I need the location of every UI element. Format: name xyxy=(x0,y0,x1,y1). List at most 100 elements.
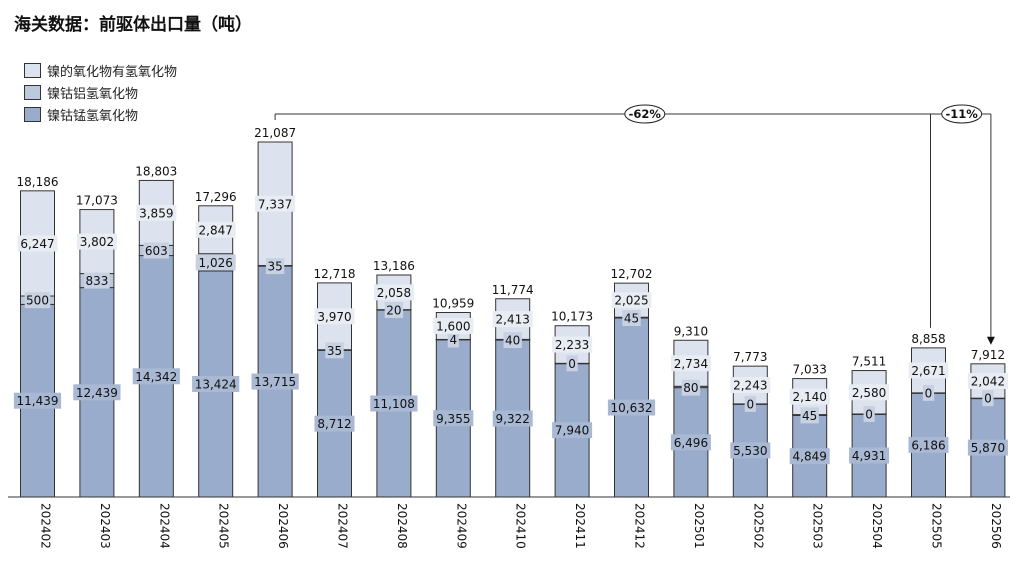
data-label-total: 10,173 xyxy=(551,310,593,324)
data-label-top-bg xyxy=(76,233,117,250)
data-label-top-bg xyxy=(433,317,474,334)
data-label-bottom: 8,712 xyxy=(317,417,351,431)
x-tick-label: 202403 xyxy=(98,503,112,549)
data-label-mid: 4 xyxy=(449,333,457,347)
x-tick-label: 202405 xyxy=(217,503,231,549)
data-label-mid-bg xyxy=(265,258,285,275)
x-tick-label: 202406 xyxy=(276,503,290,549)
data-label-total: 12,718 xyxy=(314,267,356,281)
legend-label-bottom: 镍钴锰氢氧化物 xyxy=(47,108,139,124)
data-label-mid: 35 xyxy=(267,260,282,274)
x-tick-label: 202410 xyxy=(514,503,528,549)
data-label-bottom: 9,322 xyxy=(496,412,530,426)
data-label-bottom: 5,870 xyxy=(971,441,1005,455)
data-label-bottom: 4,931 xyxy=(852,449,886,463)
x-tick-label: 202409 xyxy=(454,503,468,549)
data-label-bottom: 13,424 xyxy=(195,378,237,392)
data-label-total: 10,959 xyxy=(432,297,474,311)
chart-title: 海关数据：前驱体出口量（吨） xyxy=(14,15,252,35)
data-label-top-bg xyxy=(967,372,1008,389)
data-label-mid: 1,026 xyxy=(199,256,233,270)
annotation-label-bubble xyxy=(624,104,666,124)
annotation-label-bubble xyxy=(941,104,983,124)
data-label-total: 7,511 xyxy=(852,355,886,369)
data-label-bottom-bg xyxy=(967,439,1008,456)
x-tick-label: 202402 xyxy=(39,503,53,549)
data-label-mid-bg xyxy=(744,395,756,412)
data-label-mid: 500 xyxy=(26,294,49,308)
data-label-mid-bg xyxy=(24,292,51,309)
data-label-bottom: 5,530 xyxy=(733,444,767,458)
data-label-total: 7,912 xyxy=(971,348,1005,362)
data-label-bottom-bg xyxy=(251,373,299,390)
data-label-total: 18,186 xyxy=(17,175,59,189)
data-label-top: 2,580 xyxy=(852,386,886,400)
data-label-top: 2,671 xyxy=(911,364,945,378)
data-label-bottom-bg xyxy=(433,410,474,427)
data-label-bottom-bg xyxy=(73,384,121,401)
data-label-mid-bg xyxy=(800,407,819,424)
legend-item-top: 镍的氧化物有氢氧化物 xyxy=(24,59,177,81)
data-label-top: 2,734 xyxy=(674,357,708,371)
annotation-label: -11% xyxy=(946,107,979,121)
data-label-mid: 0 xyxy=(865,407,873,421)
data-label-bottom: 6,496 xyxy=(674,436,708,450)
data-label-top-bg xyxy=(255,195,296,212)
data-label-total: 8,858 xyxy=(911,332,945,346)
data-label-total: 12,702 xyxy=(611,267,653,281)
data-label-mid: 45 xyxy=(802,409,817,423)
data-label-bottom-bg xyxy=(789,448,830,465)
data-label-total: 17,073 xyxy=(76,194,118,208)
x-tick-label: 202505 xyxy=(930,503,944,549)
x-tick-label: 202412 xyxy=(633,503,647,549)
data-label-mid: 20 xyxy=(386,303,401,317)
data-label-bottom-bg xyxy=(552,422,593,439)
data-label-top: 7,337 xyxy=(258,197,292,211)
data-label-bottom: 12,439 xyxy=(76,386,118,400)
data-label-mid-bg xyxy=(84,272,110,289)
data-label-total: 21,087 xyxy=(254,126,296,140)
legend-swatch-top xyxy=(24,62,41,78)
data-label-mid-bg xyxy=(622,310,641,327)
data-label-total: 7,773 xyxy=(733,350,767,364)
data-label-bottom-bg xyxy=(192,376,240,393)
data-label-bottom: 9,355 xyxy=(436,412,470,426)
data-label-top-bg xyxy=(730,377,771,394)
legend: 镍的氧化物有氢氧化物 镍钴铝氢氧化物 镍钴锰氢氧化物 xyxy=(24,59,177,125)
legend-item-mid: 镍钴铝氢氧化物 xyxy=(24,81,177,103)
data-label-total: 11,774 xyxy=(492,283,534,297)
annotation-label: -62% xyxy=(629,107,662,121)
data-label-bottom: 4,849 xyxy=(793,450,827,464)
x-tick-label: 202504 xyxy=(870,503,884,549)
data-label-top-bg xyxy=(195,221,236,238)
data-label-top: 2,413 xyxy=(496,313,530,327)
data-label-top-bg xyxy=(789,388,830,405)
data-label-mid-bg xyxy=(447,331,459,348)
data-label-bottom-bg xyxy=(730,442,771,459)
data-label-mid: 45 xyxy=(624,312,639,326)
data-label-mid: 40 xyxy=(505,334,520,348)
data-label-mid-bg xyxy=(325,342,344,359)
data-label-top-bg xyxy=(17,235,58,252)
data-label-mid: 0 xyxy=(746,397,754,411)
data-label-bottom-bg xyxy=(132,368,180,385)
data-label-top-bg xyxy=(373,284,414,301)
data-label-bottom: 7,940 xyxy=(555,424,589,438)
x-tick-label: 202411 xyxy=(573,503,587,549)
data-label-mid-bg xyxy=(566,355,578,372)
data-label-mid: 833 xyxy=(85,274,108,288)
data-label-mid: 0 xyxy=(984,392,992,406)
data-label-total: 18,803 xyxy=(135,164,177,178)
data-label-top-bg xyxy=(314,308,355,325)
x-tick-label: 202502 xyxy=(751,503,765,549)
data-label-mid: 0 xyxy=(568,357,576,371)
data-label-mid-bg xyxy=(982,390,994,407)
data-label-bottom: 10,632 xyxy=(611,401,653,415)
data-label-mid: 603 xyxy=(145,244,168,258)
data-label-mid: 80 xyxy=(683,381,698,395)
data-label-top: 6,247 xyxy=(20,237,54,251)
data-label-top: 2,025 xyxy=(614,294,648,308)
data-label-total: 13,186 xyxy=(373,259,415,273)
data-label-total: 17,296 xyxy=(195,190,237,204)
legend-label-mid: 镍钴铝氢氧化物 xyxy=(47,86,139,102)
